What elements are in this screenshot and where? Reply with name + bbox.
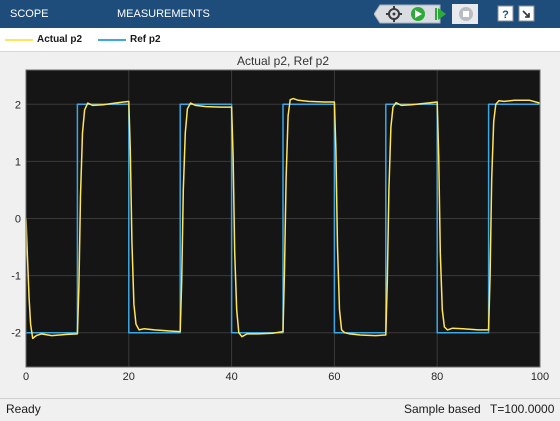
x-tick-label: 80: [431, 371, 443, 383]
legend-swatch-ref: [98, 39, 126, 41]
chart-title: Actual p2, Ref p2: [237, 54, 329, 68]
status-bar: Ready Sample based T=100.0000: [0, 398, 560, 421]
legend-label-ref: Ref p2: [130, 34, 161, 45]
series-line-ref-p2: [26, 103, 540, 334]
help-icon[interactable]: ?: [497, 5, 514, 22]
legend-label-actual: Actual p2: [37, 34, 83, 45]
plot-border: [25, 69, 541, 368]
scope-settings-icon[interactable]: [386, 6, 402, 22]
tab-measurements[interactable]: MEASUREMENTS: [117, 8, 210, 20]
toolbar: SCOPE MEASUREMENTS ?: [0, 0, 560, 28]
run-icon[interactable]: [411, 7, 425, 21]
toolbar-buttons: ?: [374, 4, 535, 24]
plot-area: 0 20 40 60 80 100 -2 -1 0 1 2 Actual p2, Ref p2: [0, 52, 560, 398]
legend: Actual p2 Ref p2: [0, 28, 560, 52]
y-tick-label: -1: [11, 271, 21, 283]
x-tick-label: 40: [225, 371, 237, 383]
step-forward-icon[interactable]: [435, 8, 446, 20]
x-tick-label: 100: [531, 371, 549, 383]
tab-scope[interactable]: SCOPE: [10, 8, 49, 20]
y-tick-label: 2: [15, 99, 21, 111]
x-tick-label: 60: [328, 371, 340, 383]
stop-icon[interactable]: [459, 7, 473, 21]
undock-icon[interactable]: [518, 5, 535, 22]
x-tick-label: 20: [123, 371, 135, 383]
y-tick-label: -2: [11, 328, 21, 340]
x-tick-label: 0: [23, 371, 29, 383]
status-mode: Sample based: [404, 402, 481, 416]
series-line-actual-p2: [25, 97, 541, 340]
scope-plot[interactable]: 0 20 40 60 80 100 -2 -1 0 1 2 Actual p2, Ref p2: [0, 52, 560, 398]
svg-text:?: ?: [502, 9, 509, 21]
y-tick-label: 1: [15, 156, 21, 168]
legend-swatch-actual: [5, 39, 33, 41]
status-time: T=100.0000: [490, 402, 555, 416]
status-ready: Ready: [6, 402, 41, 416]
y-tick-label: 0: [15, 214, 21, 226]
